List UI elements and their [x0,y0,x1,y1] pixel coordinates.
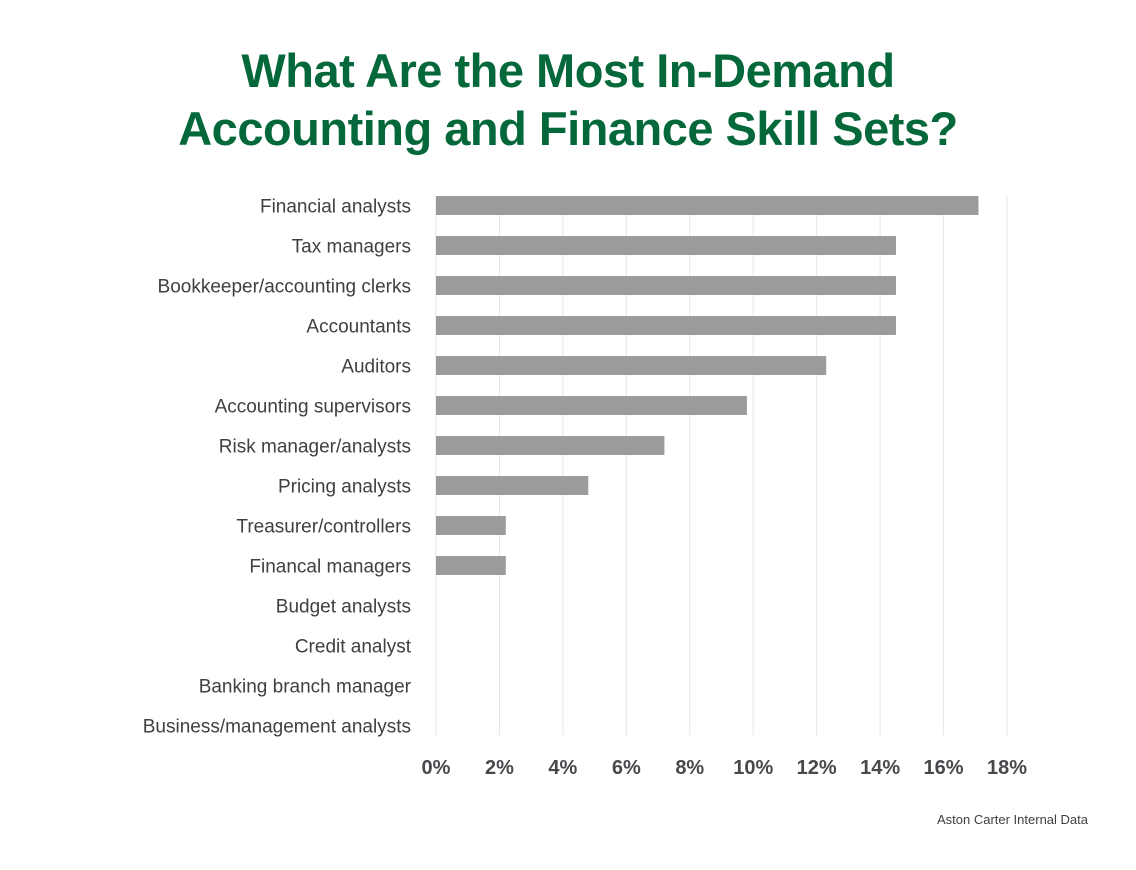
bar [436,556,506,575]
bar [436,316,896,335]
category-label: Financal managers [249,557,411,578]
x-tick-label: 16% [924,757,964,779]
category-label: Accountants [306,317,411,338]
x-tick-label: 4% [548,757,577,779]
category-label: Financial analysts [260,197,411,218]
category-label: Business/management analysts [143,717,411,738]
source-note: Aston Carter Internal Data [936,812,1088,827]
x-tick-label: 8% [675,757,704,779]
category-label: Tax managers [292,237,411,258]
bar [436,396,747,415]
bar [436,476,589,495]
bar [436,436,665,455]
category-label: Budget analysts [276,597,411,618]
x-tick-label: 18% [987,757,1027,779]
chart-title: What Are the Most In-Demand Accounting a… [0,42,1136,158]
bar [436,276,896,295]
bar [436,236,896,255]
category-label: Bookkeeper/accounting clerks [158,277,411,298]
x-tick-label: 0% [422,757,451,779]
category-label: Banking branch manager [199,677,412,698]
category-label: Auditors [341,357,411,378]
category-label: Credit analyst [295,637,412,658]
x-tick-label: 10% [733,757,773,779]
category-label: Accounting supervisors [215,397,411,418]
x-tick-label: 12% [797,757,837,779]
x-tick-label: 2% [485,757,514,779]
chart-title-line-1: What Are the Most In-Demand [241,44,895,97]
chart-title-line-2: Accounting and Finance Skill Sets? [178,102,958,155]
bar [436,516,506,535]
category-label: Treasurer/controllers [236,517,411,538]
bar [436,196,979,215]
x-tick-label: 6% [612,757,641,779]
category-label: Risk manager/analysts [219,437,411,458]
category-label: Pricing analysts [278,477,411,498]
bar [436,356,827,375]
x-tick-label: 14% [860,757,900,779]
